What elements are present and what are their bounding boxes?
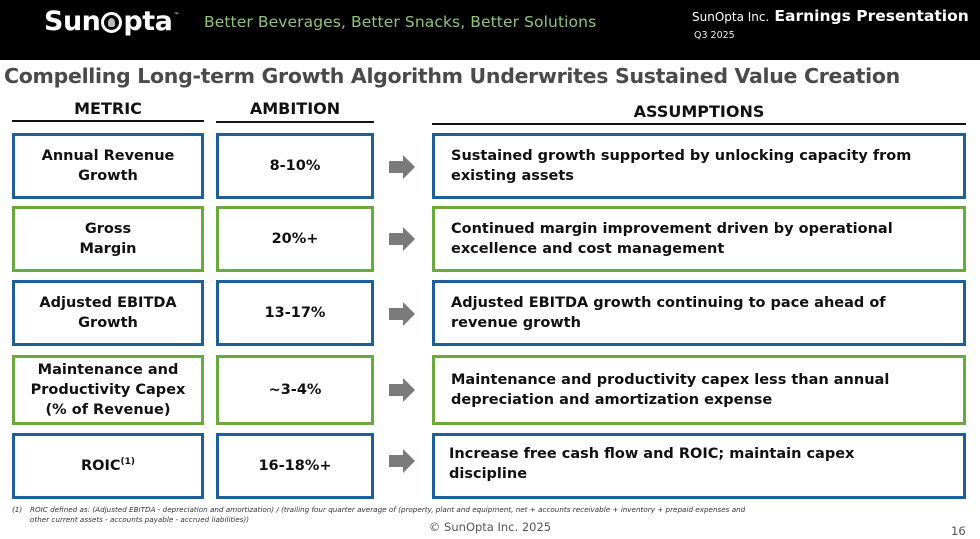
ambition-value: 20%+ bbox=[271, 231, 319, 247]
ambition-value: 16-18%+ bbox=[258, 458, 332, 474]
metric-label: ROIC(1) bbox=[81, 456, 135, 476]
footnote-text: ROIC defined as: (Adjusted EBITDA - depr… bbox=[30, 505, 745, 525]
metric-label: Maintenance and Productivity Capex (% of R… bbox=[31, 360, 186, 420]
assumption-text: Continued margin improvement driven by o… bbox=[451, 221, 893, 257]
metric-label-line: Growth bbox=[78, 168, 138, 184]
metric-label-line: Adjusted EBITDA bbox=[39, 295, 177, 311]
copyright: © SunOpta Inc. 2025 bbox=[428, 520, 552, 534]
arrow-right-icon bbox=[389, 378, 415, 402]
footnote-line: other current assets - accounts payable … bbox=[30, 515, 250, 524]
arrow-right-icon bbox=[389, 449, 415, 473]
arrow-right-icon bbox=[389, 302, 415, 326]
presentation-title: Earnings Presentation bbox=[774, 7, 969, 25]
metric-label: Gross Margin bbox=[79, 219, 136, 259]
assumption-text: Sustained growth supported by unlocking … bbox=[451, 148, 912, 184]
page-title: Compelling Long-term Growth Algorithm Un… bbox=[4, 64, 900, 88]
company-name: SunOpta Inc. bbox=[692, 10, 770, 24]
header-bar: Sun pta ™ Better Beverages, Better Snacks,… bbox=[0, 0, 980, 60]
metric-label-line: Annual Revenue bbox=[41, 148, 175, 164]
metric-box: ROIC(1) bbox=[12, 433, 204, 499]
metric-box: Adjusted EBITDA Growth bbox=[12, 280, 204, 346]
assumption-text: Adjusted EBITDA growth continuing to pac… bbox=[451, 295, 886, 331]
tagline: Better Beverages, Better Snacks, Better … bbox=[204, 13, 597, 31]
assumption-text: Increase free cash flow and ROIC; mainta… bbox=[449, 446, 855, 482]
ambition-box: ~3-4% bbox=[216, 355, 374, 425]
footnote-number: (1) bbox=[12, 505, 23, 514]
assumption-box: Increase free cash flow and ROIC; mainta… bbox=[432, 433, 966, 499]
metric-label-line: Productivity Capex bbox=[30, 382, 186, 398]
sunopta-logo: Sun pta ™ bbox=[44, 6, 179, 37]
assumption-box: Sustained growth supported by unlocking … bbox=[432, 133, 966, 199]
divider bbox=[432, 123, 966, 125]
divider bbox=[216, 121, 374, 123]
ambition-value: 13-17% bbox=[264, 305, 326, 321]
metric-label-line: Margin bbox=[79, 241, 137, 257]
footnote-line: ROIC defined as: (Adjusted EBITDA - depr… bbox=[30, 505, 746, 514]
assumption-box: Continued margin improvement driven by o… bbox=[432, 206, 966, 272]
ambition-box: 16-18%+ bbox=[216, 433, 374, 499]
column-header-ambition: AMBITION bbox=[249, 99, 341, 118]
ambition-box: 20%+ bbox=[216, 206, 374, 272]
page-number: 16 bbox=[951, 524, 966, 538]
metric-box: Annual Revenue Growth bbox=[12, 133, 204, 199]
metric-label-line: ROIC bbox=[80, 458, 121, 474]
metric-label-line: (% of Revenue) bbox=[45, 402, 171, 418]
logo-text-prefix: Sun bbox=[44, 6, 101, 37]
metric-label: Adjusted EBITDA Growth bbox=[39, 293, 176, 333]
metric-label-line: Growth bbox=[78, 315, 138, 331]
divider bbox=[12, 120, 204, 122]
arrow-right-icon bbox=[389, 227, 415, 251]
ambition-value: ~3-4% bbox=[268, 382, 322, 398]
column-header-metric: METRIC bbox=[74, 99, 142, 118]
footnote-marker: (1) bbox=[120, 457, 136, 468]
quarter-label: Q3 2025 bbox=[694, 30, 735, 41]
ambition-box: 13-17% bbox=[216, 280, 374, 346]
assumption-box: Maintenance and productivity capex less … bbox=[432, 355, 966, 425]
ambition-box: 8-10% bbox=[216, 133, 374, 199]
tree-icon bbox=[101, 12, 123, 33]
metric-label: Annual Revenue Growth bbox=[42, 146, 175, 186]
arrow-right-icon bbox=[389, 155, 415, 179]
metric-box: Maintenance and Productivity Capex (% of R… bbox=[12, 355, 204, 425]
presentation-heading: SunOpta Inc. Earnings Presentation bbox=[692, 6, 969, 25]
assumption-text: Maintenance and productivity capex less … bbox=[451, 372, 890, 408]
logo-text-suffix: pta bbox=[123, 6, 173, 37]
column-header-assumptions: ASSUMPTIONS bbox=[633, 102, 765, 121]
ambition-value: 8-10% bbox=[269, 158, 321, 174]
metric-label-line: Maintenance and bbox=[37, 362, 179, 378]
footnote: (1) ROIC defined as: (Adjusted EBITDA - … bbox=[12, 505, 745, 525]
metric-box: Gross Margin bbox=[12, 206, 204, 272]
metric-label-line: Gross bbox=[84, 221, 132, 237]
assumption-box: Adjusted EBITDA growth continuing to pac… bbox=[432, 280, 966, 346]
trademark-symbol: ™ bbox=[173, 12, 179, 19]
